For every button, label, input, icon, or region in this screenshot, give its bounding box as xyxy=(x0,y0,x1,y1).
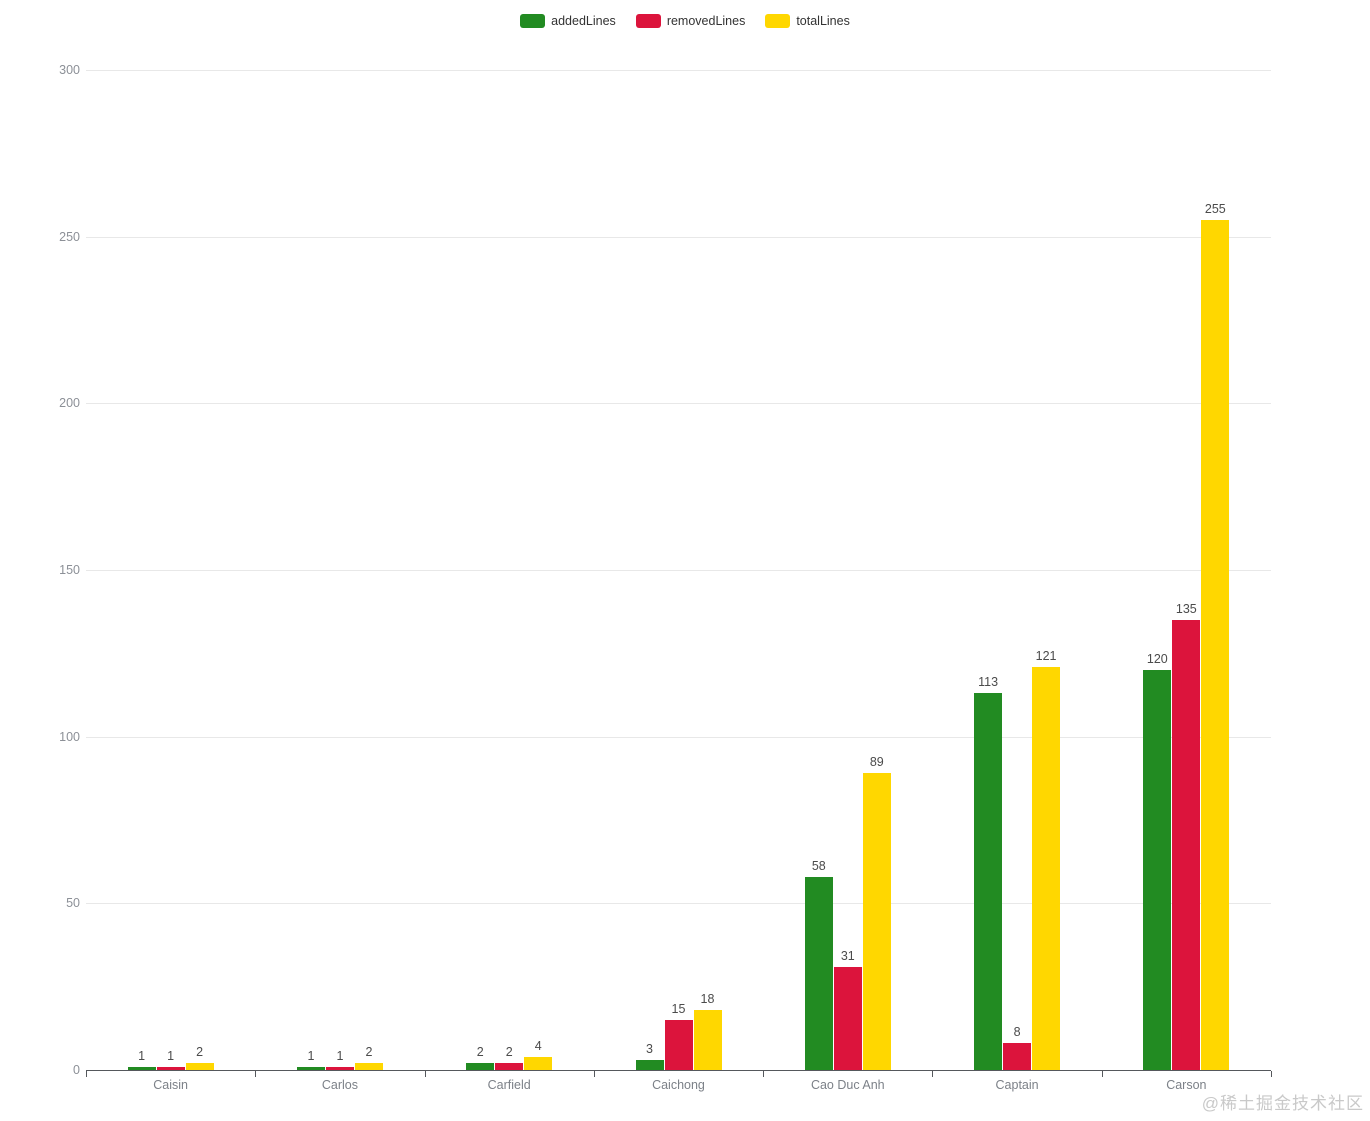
x-axis-label: Carson xyxy=(1166,1078,1207,1092)
x-axis-label: Caichong xyxy=(652,1078,705,1092)
bar-removedLines-Carson[interactable] xyxy=(1172,620,1201,1070)
bar-removedLines-Carlos[interactable] xyxy=(325,1066,354,1070)
bar-value-label: 2 xyxy=(196,1045,204,1060)
x-axis-tick xyxy=(932,1071,934,1077)
bar-addedLines-Carson[interactable] xyxy=(1143,670,1172,1070)
x-axis-tick xyxy=(86,1071,87,1077)
watermark: @稀土掘金技术社区 xyxy=(1201,1094,1364,1113)
y-axis-label: 150 xyxy=(59,563,80,577)
bar-addedLines-Caisin[interactable] xyxy=(127,1066,156,1070)
legend-item-removedLines[interactable]: removedLines xyxy=(635,14,746,28)
legend-swatch-icon xyxy=(635,14,661,28)
bar-value-label: 255 xyxy=(1204,202,1226,216)
y-axis-label: 50 xyxy=(66,896,80,911)
y-axis-label: 300 xyxy=(59,63,80,77)
bar-value-label: 15 xyxy=(671,1002,686,1016)
gridline xyxy=(86,236,1271,238)
x-axis-tick xyxy=(593,1071,595,1077)
bar-value-label: 121 xyxy=(1035,648,1057,663)
bar-value-label: 2 xyxy=(476,1045,484,1060)
bar-value-label: 18 xyxy=(700,992,715,1006)
x-axis-label: Carlos xyxy=(321,1078,358,1092)
y-axis-label: 0 xyxy=(73,1063,80,1077)
legend-label: totalLines xyxy=(796,14,850,28)
x-axis-tick xyxy=(255,1071,257,1077)
bar-value-label: 135 xyxy=(1175,602,1197,616)
bar-addedLines-Cao Duc Anh[interactable] xyxy=(804,876,833,1070)
bar-value-label: 1 xyxy=(138,1048,146,1063)
bar-value-label: 4 xyxy=(534,1038,542,1053)
bar-value-label: 2 xyxy=(505,1045,513,1060)
x-axis-tick xyxy=(424,1071,426,1077)
bar-value-label: 58 xyxy=(811,858,826,873)
bar-value-label: 8 xyxy=(1013,1025,1021,1040)
bar-totalLines-Carlos[interactable] xyxy=(354,1063,383,1070)
gridline xyxy=(86,570,1271,571)
x-axis-label: Carfield xyxy=(487,1078,531,1092)
bar-value-label: 113 xyxy=(978,675,999,690)
x-axis-tick xyxy=(1101,1071,1103,1077)
bar-value-label: 3 xyxy=(646,1042,653,1056)
bar-removedLines-Caisin[interactable] xyxy=(156,1066,185,1070)
x-axis-tick xyxy=(1271,1071,1272,1077)
bar-removedLines-Carfield[interactable] xyxy=(495,1063,524,1070)
x-axis-line xyxy=(86,1070,1271,1071)
y-axis-label: 100 xyxy=(59,729,80,744)
legend-swatch-icon xyxy=(765,14,791,28)
bar-removedLines-Caichong[interactable] xyxy=(664,1020,693,1070)
bar-addedLines-Carlos[interactable] xyxy=(296,1066,325,1070)
bar-totalLines-Caichong[interactable] xyxy=(693,1010,722,1070)
bar-value-label: 1 xyxy=(336,1048,344,1063)
bar-totalLines-Cao Duc Anh[interactable] xyxy=(862,773,891,1070)
y-axis-label: 200 xyxy=(59,396,80,411)
chart-legend: addedLines removedLines totalLines xyxy=(0,14,1370,28)
y-axis-label: 250 xyxy=(59,229,80,244)
bar-totalLines-Caisin[interactable] xyxy=(185,1063,214,1070)
bar-removedLines-Captain[interactable] xyxy=(1003,1043,1032,1070)
bar-addedLines-Captain[interactable] xyxy=(974,693,1003,1070)
legend-item-totalLines[interactable]: totalLines xyxy=(765,14,850,28)
bar-addedLines-Carfield[interactable] xyxy=(466,1063,495,1070)
bar-value-label: 2 xyxy=(365,1045,373,1060)
bar-totalLines-Captain[interactable] xyxy=(1032,666,1061,1070)
legend-swatch-icon xyxy=(520,14,546,28)
x-axis-tick xyxy=(763,1071,765,1077)
legend-label: addedLines xyxy=(551,14,616,28)
bar-value-label: 31 xyxy=(840,948,855,963)
bar-value-label: 120 xyxy=(1146,652,1168,666)
bar-totalLines-Carfield[interactable] xyxy=(524,1056,553,1070)
x-axis-label: Caisin xyxy=(153,1078,189,1092)
bar-totalLines-Carson[interactable] xyxy=(1201,220,1230,1070)
x-axis-label: Captain xyxy=(995,1078,1039,1092)
gridline xyxy=(86,403,1271,405)
bar-removedLines-Cao Duc Anh[interactable] xyxy=(833,966,862,1070)
bar-addedLines-Caichong[interactable] xyxy=(635,1060,664,1070)
gridline xyxy=(86,736,1271,738)
bar-value-label: 1 xyxy=(167,1048,175,1063)
bar-value-label: 1 xyxy=(307,1048,315,1063)
gridline xyxy=(86,70,1271,71)
bar-value-label: 89 xyxy=(869,755,884,770)
x-axis-label: Cao Duc Anh xyxy=(810,1078,885,1092)
gridline xyxy=(86,903,1271,905)
legend-label: removedLines xyxy=(666,14,746,28)
legend-item-addedLines[interactable]: addedLines xyxy=(520,14,616,28)
